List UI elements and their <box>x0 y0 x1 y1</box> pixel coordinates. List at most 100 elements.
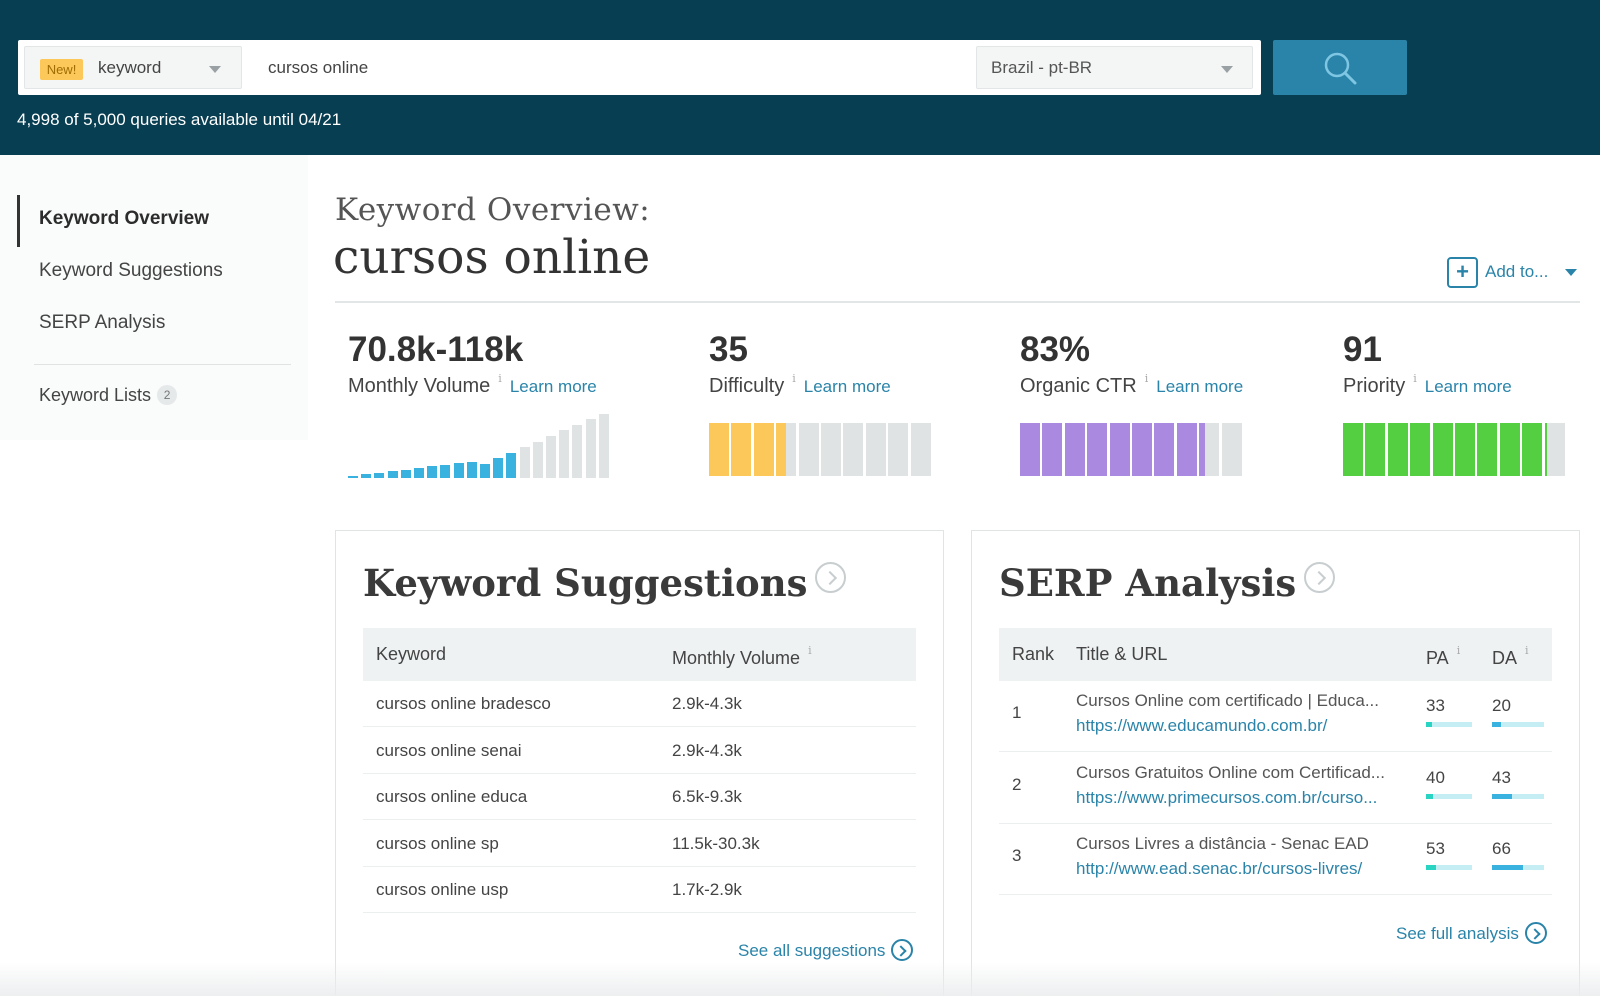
plus-icon: + <box>1447 257 1478 288</box>
gauge-segment <box>1199 423 1220 476</box>
metric-label: Monthly Volume <box>348 375 491 397</box>
suggestion-volume: 6.5k-9.3k <box>672 787 742 806</box>
suggestion-keyword[interactable]: cursos online senai <box>376 740 522 760</box>
volume-bar <box>427 466 438 478</box>
gauge-segment <box>910 423 931 476</box>
gauge-segment <box>1154 423 1175 476</box>
gauge-segment <box>1522 423 1543 476</box>
metric-value: 83% <box>1020 330 1091 369</box>
search-icon <box>1324 52 1357 85</box>
serp-result-url[interactable]: https://www.educamundo.com.br/ <box>1076 716 1328 735</box>
volume-bar <box>585 419 596 478</box>
query-input[interactable] <box>268 48 968 88</box>
arrow-right-circle-icon[interactable] <box>815 562 847 593</box>
info-icon[interactable]: i <box>1413 372 1417 385</box>
gauge-segment <box>865 423 886 476</box>
suggestion-keyword[interactable]: cursos online usp <box>376 880 509 899</box>
suggestion-volume: 11.5k-30.3k <box>672 833 760 853</box>
col-da[interactable]: DA i <box>1492 644 1537 669</box>
table-header: Rank Title & URL PA i DA i <box>999 628 1552 681</box>
learn-more-link[interactable]: Learn more <box>509 377 597 396</box>
col-pa[interactable]: PA i <box>1426 644 1468 669</box>
sidebar: Keyword Overview Keyword Suggestions SER… <box>0 155 308 440</box>
learn-more-link[interactable]: Learn more <box>1156 377 1244 396</box>
da-bar <box>1492 865 1544 870</box>
table-row[interactable]: cursos online senai 2.9k-4.3k <box>363 728 916 774</box>
see-full-analysis-link[interactable]: See full analysis <box>1396 922 1547 944</box>
col-monthly-volume[interactable]: Monthly Volume i <box>672 644 820 669</box>
col-title-url[interactable]: Title & URL <box>1076 644 1168 664</box>
table-header: Keyword Monthly Volume i <box>363 628 916 681</box>
query-quota: 4,998 of 5,000 queries available until 0… <box>17 110 342 129</box>
serp-result-url[interactable]: http://www.ead.senac.br/cursos-livres/ <box>1076 859 1363 878</box>
card-title: Keyword Suggestions <box>363 561 847 605</box>
see-all-suggestions-link[interactable]: See all suggestions <box>738 939 914 961</box>
new-badge: New! <box>40 59 83 80</box>
keyword-suggestions-card: Keyword Suggestions Keyword Monthly Volu… <box>335 530 944 996</box>
gauge-segment <box>821 423 841 476</box>
add-to-label: Add to... <box>1485 262 1549 281</box>
organic-ctr-gauge <box>1020 423 1242 476</box>
sidebar-item-keyword-lists[interactable]: Keyword Lists 2 <box>39 385 178 406</box>
volume-bar <box>546 436 556 478</box>
serp-result-title[interactable]: Cursos Gratuitos Online com Certificad..… <box>1076 762 1385 782</box>
da-bar-fill <box>1492 865 1523 870</box>
col-da-label: DA <box>1492 648 1518 668</box>
gauge-segment <box>1132 423 1152 476</box>
locale-select[interactable]: Brazil - pt-BR <box>976 46 1253 89</box>
table-row[interactable]: cursos online educa 6.5k-9.3k <box>363 774 916 820</box>
serp-result-url[interactable]: https://www.primecursos.com.br/curso... <box>1076 787 1378 807</box>
gauge-segment <box>753 423 774 476</box>
da-bar <box>1492 722 1544 727</box>
suggestion-volume: 2.9k-4.3k <box>672 740 742 760</box>
arrow-right-circle-icon <box>1524 922 1547 944</box>
search-button[interactable] <box>1273 40 1407 95</box>
learn-more-link[interactable]: Learn more <box>1424 377 1512 396</box>
sidebar-item-keyword-suggestions[interactable]: Keyword Suggestions <box>39 260 223 281</box>
serp-result-title[interactable]: Cursos Online com certificado | Educa... <box>1076 691 1379 710</box>
volume-bar <box>361 474 372 478</box>
table-row: 2 Cursos Gratuitos Online com Certificad.… <box>999 753 1552 824</box>
info-icon[interactable]: i <box>792 372 796 385</box>
volume-bar <box>598 413 609 478</box>
learn-more-link[interactable]: Learn more <box>803 377 891 396</box>
metric-difficulty: 35 Difficulty i Learn more <box>709 330 891 398</box>
table-row[interactable]: cursos online bradesco 2.9k-4.3k <box>363 681 916 727</box>
suggestion-keyword[interactable]: cursos online educa <box>376 787 528 806</box>
volume-bar <box>348 476 358 478</box>
gauge-segment <box>776 423 797 476</box>
overview-divider <box>335 301 1580 303</box>
volume-bar <box>493 458 504 478</box>
col-keyword[interactable]: Keyword <box>376 644 447 664</box>
info-icon[interactable]: i <box>808 644 812 657</box>
suggestion-keyword[interactable]: cursos online bradesco <box>376 694 551 713</box>
da-bar-fill <box>1492 793 1513 799</box>
top-bar: New! keyword Brazil - pt-BR 4,998 of 5,0… <box>0 0 1600 155</box>
info-icon[interactable]: i <box>1525 644 1529 657</box>
metric-value: 35 <box>709 330 748 369</box>
table-row[interactable]: cursos online sp 11.5k-30.3k <box>363 821 916 867</box>
volume-bar <box>532 441 543 478</box>
serp-title: SERP Analysis <box>999 561 1297 605</box>
pa-value: 40 <box>1426 767 1445 787</box>
info-icon[interactable]: i <box>498 372 502 385</box>
info-icon[interactable]: i <box>1144 372 1149 385</box>
difficulty-gauge <box>709 423 931 476</box>
table-row[interactable]: cursos online usp 1.7k-2.9k <box>363 867 916 913</box>
col-rank[interactable]: Rank <box>1012 644 1055 664</box>
info-icon[interactable]: i <box>1456 644 1461 657</box>
arrow-right-circle-icon[interactable] <box>1304 562 1336 593</box>
serp-result-title[interactable]: Cursos Livres a distância - Senac EAD <box>1076 834 1369 853</box>
volume-bar <box>559 430 570 478</box>
gauge-segment <box>888 423 909 476</box>
search-type-select[interactable]: New! keyword <box>24 46 242 89</box>
sidebar-item-serp-analysis[interactable]: SERP Analysis <box>39 312 166 333</box>
pa-bar-fill <box>1426 793 1434 799</box>
gauge-segment <box>1410 423 1431 476</box>
see-full-label: See full analysis <box>1396 924 1519 943</box>
sidebar-item-keyword-overview[interactable]: Keyword Overview <box>39 208 210 229</box>
serp-rank: 1 <box>1012 703 1022 722</box>
keyword-lists-count: 2 <box>157 385 178 405</box>
gauge-segment <box>1343 423 1363 476</box>
suggestion-keyword[interactable]: cursos online sp <box>376 833 499 853</box>
